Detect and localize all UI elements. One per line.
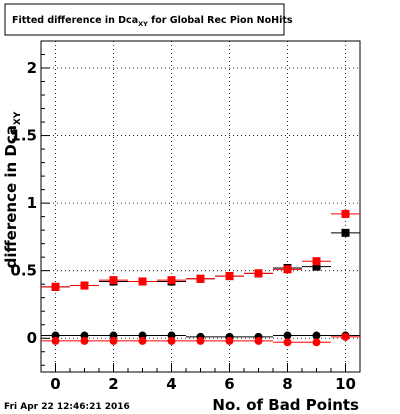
data-point-circle <box>196 336 205 345</box>
data-point-square <box>51 282 60 291</box>
data-point-circle <box>283 331 292 340</box>
x-tick-label: 2 <box>108 375 118 393</box>
data-point-square <box>341 228 350 237</box>
data-point-square <box>312 262 321 271</box>
data-point-circle <box>283 338 292 347</box>
x-tick-label: 10 <box>335 375 356 393</box>
data-point-circle <box>138 336 147 345</box>
data-point-square <box>341 209 350 218</box>
data-point-square <box>138 277 147 286</box>
footer-timestamp: Fri Apr 22 12:46:21 2016 <box>4 402 130 412</box>
data-point-square <box>312 257 321 266</box>
data-point-square <box>80 281 89 290</box>
x-axis-title: No. of Bad Points <box>212 396 359 414</box>
data-point-circle <box>254 336 263 345</box>
y-tick-label: 0.5 <box>10 262 37 280</box>
data-marks <box>41 209 360 347</box>
data-point-circle <box>80 336 89 345</box>
data-point-square <box>167 276 176 285</box>
x-tick-label: 0 <box>50 375 60 393</box>
title-box <box>4 3 285 36</box>
data-point-square <box>225 272 234 281</box>
data-point-square <box>109 276 118 285</box>
chart-title: Fitted difference in DcaXY for Global Re… <box>12 15 293 28</box>
data-point-circle <box>341 332 350 341</box>
data-point-square <box>196 274 205 283</box>
axes: 0 2 4 6 8 10 0 0.5 1 1.5 2 <box>10 40 356 393</box>
x-tick-label: 6 <box>224 375 234 393</box>
x-tick-label: 8 <box>282 375 292 393</box>
y-tick-label: 1.5 <box>10 127 37 145</box>
y-tick-label: 1 <box>27 194 37 212</box>
y-axis-title: difference in DcaXY <box>2 111 23 268</box>
y-tick-label: 0 <box>27 329 37 347</box>
data-point-circle <box>312 338 321 347</box>
data-point-circle <box>167 336 176 345</box>
plot-frame <box>40 40 361 373</box>
data-point-circle <box>225 336 234 345</box>
data-point-circle <box>312 331 321 340</box>
series-4 <box>41 332 360 347</box>
series-2 <box>41 209 360 291</box>
data-point-square <box>254 269 263 278</box>
data-point-circle <box>51 336 60 345</box>
data-point-square <box>283 265 292 274</box>
y-tick-label: 2 <box>27 59 37 77</box>
grid <box>41 41 360 372</box>
x-tick-label: 4 <box>166 375 176 393</box>
data-point-circle <box>109 336 118 345</box>
